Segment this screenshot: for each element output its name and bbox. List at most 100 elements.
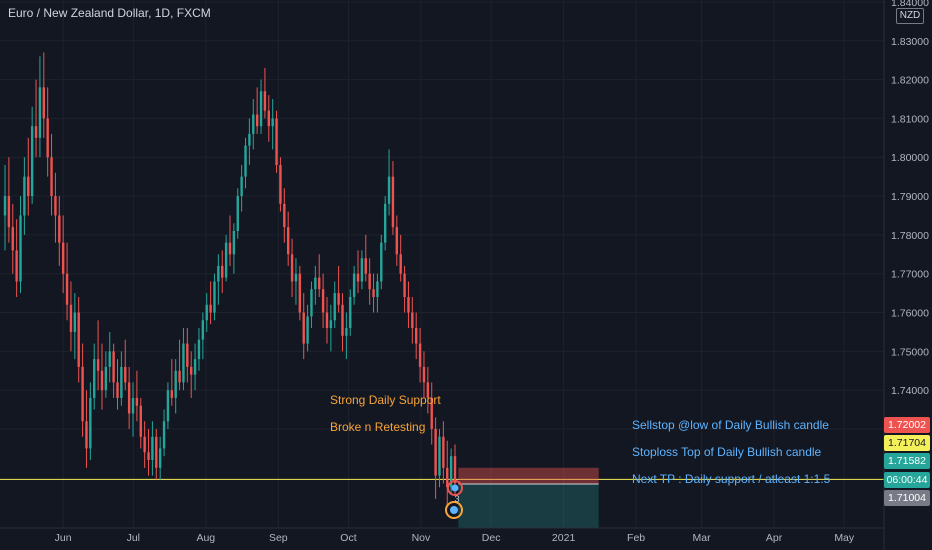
x-tick-label: Feb [627, 532, 645, 544]
candle-body [61, 242, 65, 274]
y-tick-label: 1.78000 [891, 230, 929, 242]
earnings-marker [445, 501, 463, 519]
candle-body [124, 366, 127, 383]
candle-body [352, 273, 356, 297]
candle-body [349, 297, 352, 329]
news-marker [447, 480, 463, 496]
candle-body [201, 320, 205, 340]
candle-body [50, 157, 53, 197]
candle-body [407, 297, 410, 313]
candle-body [127, 382, 131, 414]
candle-body [248, 133, 251, 146]
candle-body [294, 273, 298, 282]
candle-body [7, 196, 11, 228]
candle-body [302, 312, 305, 344]
candle-body [108, 351, 111, 367]
candle-body [174, 370, 177, 398]
y-tick-label: 1.77000 [891, 269, 929, 281]
candle-body [395, 227, 399, 255]
candle-body [391, 176, 395, 228]
candle-body [318, 277, 321, 290]
annotation-label: Strong Daily Support [330, 393, 441, 407]
candle-body [85, 421, 88, 449]
candle-body [321, 289, 325, 313]
price-tag: 1.72002 [884, 417, 930, 433]
candle-body [186, 343, 189, 367]
candle-body [368, 273, 371, 290]
y-tick-label: 1.75000 [891, 346, 929, 358]
stop-zone [458, 467, 599, 485]
candle-body [120, 366, 123, 398]
candle-body [143, 436, 146, 453]
candle-body [182, 343, 185, 383]
x-tick-label: Sep [269, 532, 288, 544]
candle-body [438, 436, 441, 476]
candle-body [27, 176, 30, 197]
candle-body [341, 304, 344, 336]
y-tick-label: 1.79000 [891, 191, 929, 203]
candle-body [255, 114, 259, 127]
candle-body [279, 165, 282, 204]
candle-body [89, 397, 92, 449]
currency-button[interactable]: NZD [896, 8, 924, 24]
candle-body [19, 215, 22, 282]
candle-body [337, 293, 340, 305]
event-markers[interactable]: 3 [445, 480, 463, 519]
calendar-icon [450, 506, 458, 514]
candle-body [383, 203, 387, 243]
candle-body [364, 258, 367, 274]
candle-body [271, 118, 274, 127]
price-axis[interactable]: 1.84000 1.83000 1.82000 1.81000 1.80000 1.790… [891, 0, 929, 436]
candle-body [73, 312, 77, 332]
candle-body [224, 242, 228, 278]
y-tick-label: 1.81000 [891, 113, 929, 125]
candle-body [155, 436, 158, 468]
y-tick-label: 1.84000 [891, 0, 929, 9]
candle-body [259, 91, 263, 127]
x-tick-label: Oct [340, 532, 356, 544]
candle-series [3, 52, 457, 507]
candle-body [178, 370, 181, 383]
time-axis[interactable]: Jun Jul Aug Sep Oct Nov Dec 2021 Feb Mar Apr May [55, 532, 855, 544]
candle-body [112, 351, 115, 383]
price-tag: 1.71582 [884, 453, 930, 469]
candle-body [372, 289, 375, 297]
candle-body [236, 196, 239, 231]
candle-body [46, 118, 49, 158]
candle-body [81, 366, 84, 422]
price-tag: 1.71704 [884, 435, 930, 451]
candle-body [329, 320, 333, 329]
candle-body [193, 359, 197, 375]
candle-body [310, 289, 313, 317]
candle-body [166, 390, 170, 422]
y-tick-label: 1.83000 [891, 36, 929, 48]
candle-body [434, 429, 437, 476]
candle-body [345, 328, 348, 336]
candle-body [158, 448, 162, 468]
candle-body [190, 366, 193, 375]
annotation-label: Next TP : Daily support / atleast 1:1.5 [632, 472, 831, 486]
y-tick-label: 1.74000 [891, 385, 929, 397]
candle-body [170, 390, 174, 398]
x-tick-label: Mar [693, 532, 712, 544]
event-count-badge: 3 [454, 494, 459, 504]
candle-body [93, 359, 96, 398]
candle-body [325, 312, 329, 329]
position-tool[interactable] [458, 467, 599, 528]
chart-title: Euro / New Zealand Dollar, 1D, FXCM [8, 6, 211, 20]
candle-body [77, 312, 80, 367]
candle-body [232, 231, 236, 255]
y-tick-label: 1.76000 [891, 308, 929, 320]
candle-body [205, 304, 208, 321]
annotation-label: Sellstop @low of Daily Bullish candle [632, 418, 829, 432]
price-tag: 06:00:44 [884, 472, 930, 488]
candle-body [135, 397, 139, 406]
candle-body [418, 343, 422, 367]
target-zone [458, 484, 599, 528]
candle-body [11, 227, 14, 251]
price-tag: 1.71004 [884, 490, 930, 506]
candle-body [3, 196, 7, 216]
annotation-label: Broke n Retesting [330, 420, 425, 434]
